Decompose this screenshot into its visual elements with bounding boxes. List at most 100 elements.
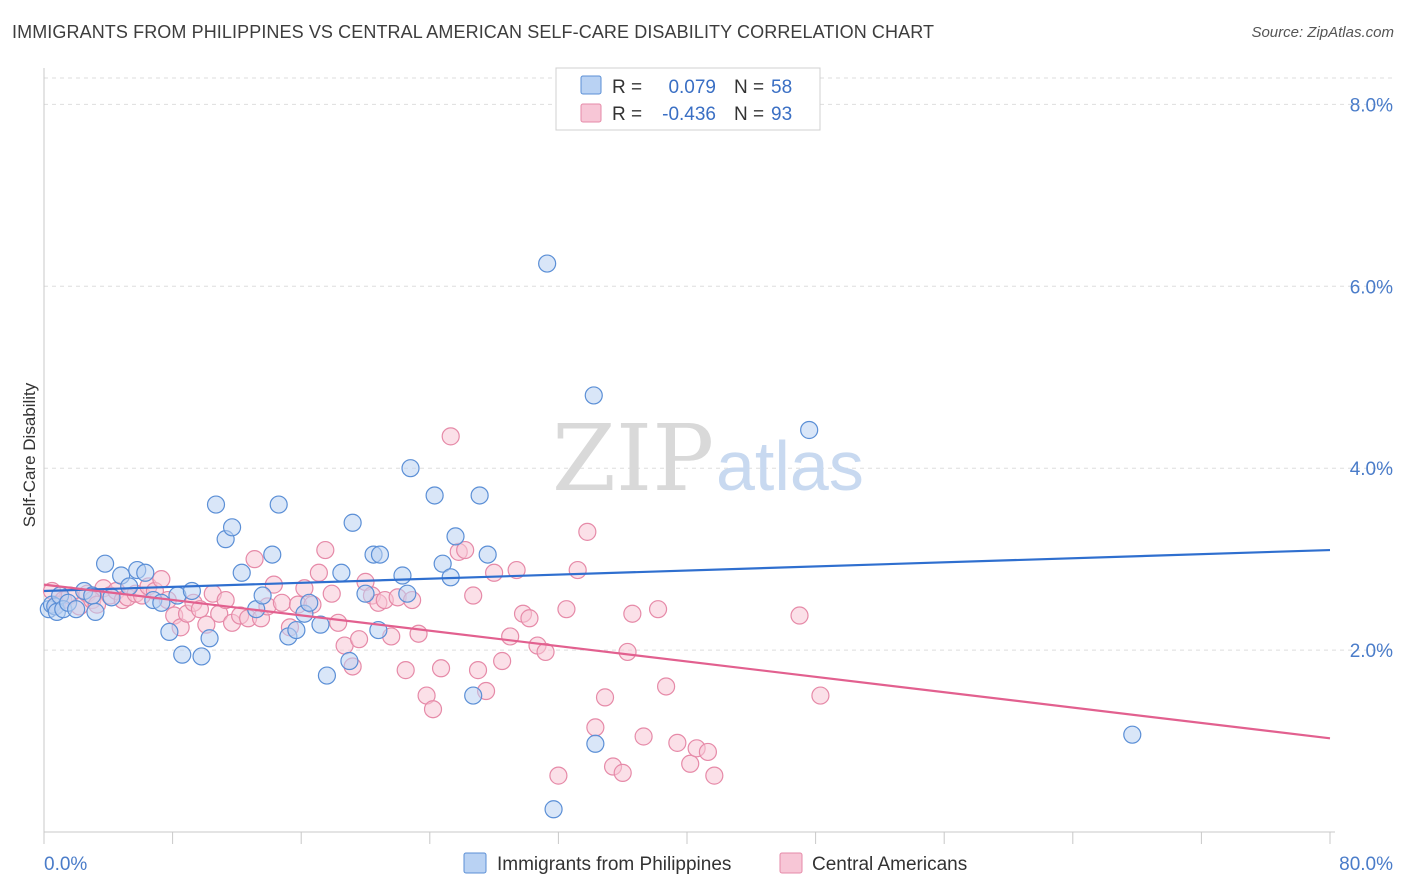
central-americans-point (520, 609, 539, 628)
legend-n-label-blue: N = (734, 77, 764, 98)
philippines-point (393, 566, 412, 585)
philippines-point (433, 554, 452, 573)
legend-box: R = 0.079 N = 58 R = -0.436 N = 93 (555, 67, 821, 131)
central-americans-point (681, 754, 700, 773)
philippines-point (800, 420, 819, 440)
central-americans-point (811, 686, 830, 705)
philippines-point (206, 495, 226, 514)
philippines-point (253, 586, 272, 605)
central-americans-point (190, 600, 210, 619)
bottom-legend: Immigrants from Philippines Central Amer… (463, 852, 967, 875)
philippines-point (200, 629, 219, 648)
central-americans-point (557, 600, 576, 619)
philippines-point (425, 486, 444, 505)
philippines-point (120, 577, 139, 596)
legend-swatch-blue (580, 75, 602, 95)
y-tick-label: 8.0% (1350, 95, 1393, 116)
legend-r-label-pink: R = (612, 104, 642, 125)
chart-title: IMMIGRANTS FROM PHILIPPINES VS CENTRAL A… (12, 22, 935, 42)
y-tick-label: 4.0% (1350, 459, 1393, 480)
philippines-point (317, 666, 337, 685)
philippines-point (343, 513, 362, 532)
central-americans-point (507, 560, 526, 580)
axes (43, 68, 1335, 833)
y-tick-label: 2.0% (1350, 641, 1393, 662)
central-americans-point (493, 651, 512, 671)
x-axis-ticks (43, 832, 1331, 844)
central-americans-point (501, 627, 520, 646)
central-americans-point (536, 642, 555, 662)
philippines-point (538, 254, 557, 273)
central-americans-point (329, 613, 348, 632)
x-tick-label-max: 80.0% (1339, 854, 1393, 875)
central-americans-point (152, 570, 171, 589)
central-americans-point (423, 700, 443, 719)
central-americans-point (595, 688, 615, 707)
philippines-point (464, 686, 483, 705)
central-americans-point (316, 540, 335, 560)
central-americans-point (790, 606, 809, 625)
legend-n-value-blue: 58 (771, 77, 792, 98)
central-americans-point (623, 604, 642, 623)
central-americans-point (468, 661, 488, 680)
legend-swatch-pink (580, 103, 602, 123)
central-americans-point (349, 630, 369, 649)
philippines-point (470, 486, 489, 505)
chart-source: Source: ZipAtlas.com (1251, 24, 1394, 41)
philippines-point (584, 386, 603, 405)
central-americans-point (668, 733, 687, 752)
philippines-point (269, 495, 288, 514)
y-tick-label: 6.0% (1350, 277, 1393, 298)
central-americans-point (705, 766, 724, 785)
philippines-point (401, 459, 420, 478)
central-americans-point (431, 659, 451, 678)
philippines-point (446, 527, 465, 546)
central-americans-point (322, 584, 341, 603)
central-americans-point (485, 563, 504, 582)
central-americans-point (698, 742, 717, 762)
philippines-point (222, 518, 242, 537)
central-americans-point (396, 661, 415, 680)
x-tick-label-min: 0.0% (44, 854, 87, 875)
grid-lines (44, 77, 1393, 651)
central-americans-point (441, 427, 460, 446)
legend-r-value-blue: 0.079 (668, 77, 716, 98)
philippines-point (340, 651, 359, 671)
central-americans-point (586, 718, 605, 737)
central-americans-point (657, 677, 676, 696)
philippines-point (192, 647, 211, 666)
central-americans-point (634, 727, 653, 746)
philippines-point (287, 620, 306, 640)
central-americans-point (216, 590, 235, 610)
central-americans-point (464, 586, 483, 605)
philippines-point (232, 563, 251, 582)
philippines-point (356, 584, 375, 603)
philippines-trend-line (43, 548, 1331, 593)
philippines-point (370, 545, 390, 564)
philippines-point (160, 622, 179, 642)
philippines-point (332, 563, 351, 582)
central-americans-point (245, 550, 264, 569)
philippines-point (263, 545, 282, 564)
central-americans-point (456, 540, 475, 560)
philippines-point (136, 563, 155, 582)
central-americans-point (549, 766, 568, 785)
philippines-point (300, 593, 319, 612)
central-americans-point (272, 593, 292, 612)
watermark: ZIP atlas (552, 405, 864, 512)
bottom-legend-label-blue: Immigrants from Philippines (497, 854, 731, 875)
bottom-legend-swatch-blue (463, 852, 487, 874)
legend-r-label-blue: R = (612, 77, 642, 98)
trend-lines (43, 548, 1331, 740)
legend-r-value-pink: -0.436 (662, 104, 716, 125)
central-americans-trend-line (43, 583, 1331, 740)
philippines-point (398, 584, 417, 603)
central-americans-point (578, 522, 597, 541)
philippines-point (586, 734, 605, 753)
y-axis-label: Self-Care Disability (20, 382, 39, 527)
central-americans-point (309, 563, 328, 582)
legend-n-value-pink: 93 (771, 104, 792, 125)
central-americans-point (613, 763, 632, 782)
philippines-point (95, 554, 115, 573)
